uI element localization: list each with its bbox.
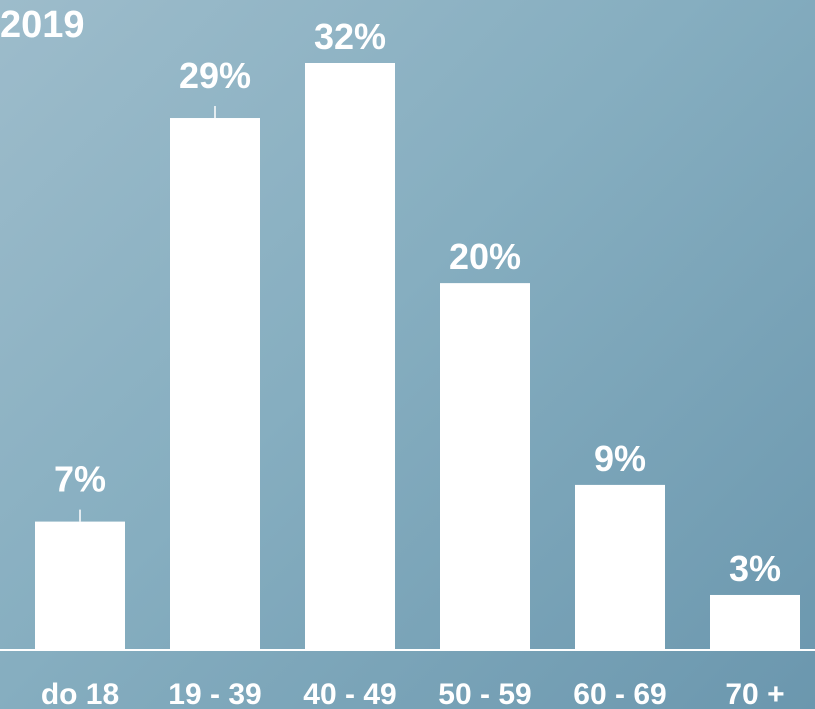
bar-5 <box>710 594 800 650</box>
value-label-0: 7% <box>54 459 106 500</box>
tick-label-2: 40 - 49 <box>303 678 396 709</box>
value-label-2: 32% <box>314 16 386 57</box>
bar-4 <box>575 484 665 650</box>
value-label-1: 29% <box>179 55 251 96</box>
value-label-4: 9% <box>594 438 646 479</box>
bar-1 <box>170 118 260 650</box>
tick-label-1: 19 - 39 <box>168 678 261 709</box>
tick-labels-group: do 18 19 - 39 40 - 49 50 - 59 60 - 69 70 + <box>41 678 785 709</box>
value-labels-group: 7% 29% 32% 20% 9% 3% <box>54 16 781 589</box>
bar-2 <box>305 63 395 650</box>
bar-0 <box>35 521 125 650</box>
tick-label-4: 60 - 69 <box>573 678 666 709</box>
tick-label-0: do 18 <box>41 678 119 709</box>
chart-title: 2019 <box>0 4 85 46</box>
leader-lines-group <box>79 106 216 522</box>
bars-group <box>35 63 800 650</box>
value-label-3: 20% <box>449 236 521 277</box>
tick-label-3: 50 - 59 <box>438 678 531 709</box>
bar-3 <box>440 283 530 650</box>
value-label-5: 3% <box>729 548 781 589</box>
tick-label-5: 70 + <box>725 678 784 709</box>
